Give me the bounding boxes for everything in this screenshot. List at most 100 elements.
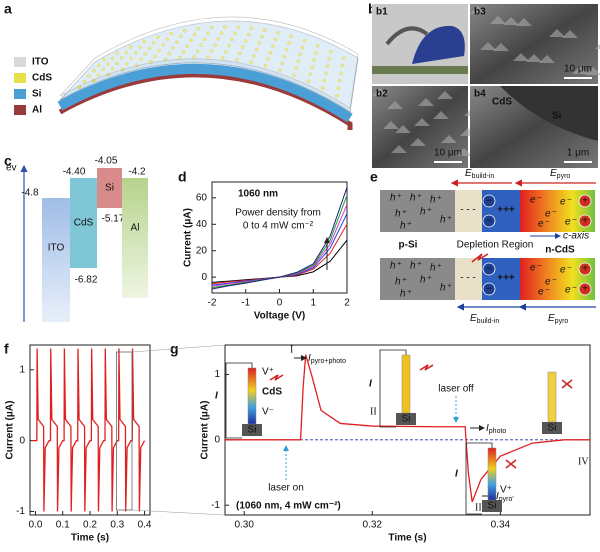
pyramid xyxy=(493,43,509,51)
inset-si xyxy=(542,422,562,434)
cds-dot xyxy=(206,55,211,59)
energy-level: -4.05 xyxy=(95,156,118,167)
cds-dot xyxy=(257,41,262,45)
cds-dot xyxy=(310,65,314,69)
positive-charge: +++ xyxy=(497,273,515,284)
cds-dot xyxy=(322,79,326,83)
inset-current: I xyxy=(455,469,458,480)
legend-swatch xyxy=(14,73,26,83)
cds-dot xyxy=(313,51,318,55)
panel-label: c xyxy=(4,153,12,169)
inset-bar xyxy=(547,371,557,423)
cds-dot xyxy=(153,54,157,58)
inset-text: Si xyxy=(488,501,497,512)
field-label: Epyro xyxy=(550,168,570,180)
inset-bar xyxy=(401,354,411,414)
pyramid xyxy=(526,54,542,62)
x-tick-label: 0.34 xyxy=(491,520,511,531)
data-line xyxy=(225,354,590,503)
inset-bar xyxy=(487,447,497,501)
cds-dot xyxy=(115,61,119,66)
al-layer xyxy=(58,72,353,130)
cds-dot xyxy=(296,59,300,64)
electron: e⁻ xyxy=(560,265,572,276)
depletion-p xyxy=(455,258,482,300)
axis-label: c-axis xyxy=(563,231,589,242)
cds-dot xyxy=(139,57,143,62)
cds-dot xyxy=(263,63,268,68)
cds-dot xyxy=(175,40,179,44)
cds-dot xyxy=(151,41,156,45)
cds-dot xyxy=(254,47,259,52)
hole: h⁺ xyxy=(410,261,422,272)
depletion-p xyxy=(455,190,482,232)
cds-dot xyxy=(235,57,239,62)
ion xyxy=(578,194,592,208)
ito-layer xyxy=(59,16,359,109)
legend-label: ITO xyxy=(32,57,49,68)
band-block xyxy=(97,168,122,208)
cds-dot xyxy=(171,46,175,50)
zoom-box xyxy=(116,351,133,511)
cds-dot xyxy=(82,79,86,84)
cds-dot xyxy=(298,52,303,57)
cds-dot xyxy=(284,48,289,52)
scale-label: 10 μm xyxy=(434,148,462,159)
ion xyxy=(482,282,496,296)
annotation: 0 to 4 mW cm⁻² xyxy=(243,221,314,232)
cds-dot xyxy=(115,51,119,55)
block-label: CdS xyxy=(74,218,94,229)
circuit xyxy=(465,442,493,515)
cds-dot xyxy=(195,49,200,53)
ion xyxy=(578,214,592,228)
cds-dot xyxy=(276,31,280,35)
ion-sign: − xyxy=(486,216,492,227)
hole: h⁺ xyxy=(410,193,422,204)
electron: e⁻ xyxy=(538,287,550,298)
image-label: b2 xyxy=(376,89,388,100)
data-line xyxy=(31,348,146,512)
field-label-sub: pyro xyxy=(555,318,569,325)
pyramid xyxy=(572,66,588,74)
electron: e⁻ xyxy=(565,285,577,296)
cds-dot xyxy=(268,50,273,55)
legend-label: Si xyxy=(32,89,42,100)
x-tick-label: -2 xyxy=(208,298,217,309)
field-label-symbol: E xyxy=(465,168,472,179)
energy-level: -4.40 xyxy=(63,167,86,178)
ion xyxy=(482,262,496,276)
cds-dot xyxy=(325,64,330,68)
y-tick-label: 0 xyxy=(201,272,207,283)
stage-label: IV xyxy=(578,456,589,467)
negative-charge: - - - xyxy=(460,273,476,284)
zoom-line xyxy=(131,344,226,353)
y-tick-label: 20 xyxy=(196,245,208,256)
ion-sign: + xyxy=(582,196,588,207)
cds-dot xyxy=(147,46,152,51)
x-tick-label: 0.32 xyxy=(363,520,383,531)
electron: e⁻ xyxy=(560,197,572,208)
cds-dot xyxy=(202,37,207,42)
y-axis-label: Current (μA) xyxy=(5,401,16,460)
x-tick-label: 0.2 xyxy=(83,520,97,531)
cds-dot xyxy=(209,25,214,30)
y-tick-label: 0 xyxy=(19,435,25,446)
hole: h⁺ xyxy=(400,289,412,300)
electron: e⁻ xyxy=(530,263,542,274)
hole: h⁺ xyxy=(400,221,412,232)
pyramid xyxy=(503,17,519,25)
scale-label: 1 μm xyxy=(567,148,589,159)
cds-dot xyxy=(87,74,91,78)
y-tick-label: 40 xyxy=(196,219,208,230)
block-label: ITO xyxy=(48,243,65,254)
cds-dot xyxy=(302,38,307,43)
region-label: n-CdS xyxy=(545,245,575,256)
field-label: Epyro xyxy=(548,313,568,325)
cds-dot xyxy=(260,34,264,39)
hole: h⁺ xyxy=(440,283,452,294)
cds-dot xyxy=(156,35,160,40)
ion xyxy=(578,282,592,296)
hole: h⁺ xyxy=(430,195,442,206)
zoom-line xyxy=(131,509,226,516)
